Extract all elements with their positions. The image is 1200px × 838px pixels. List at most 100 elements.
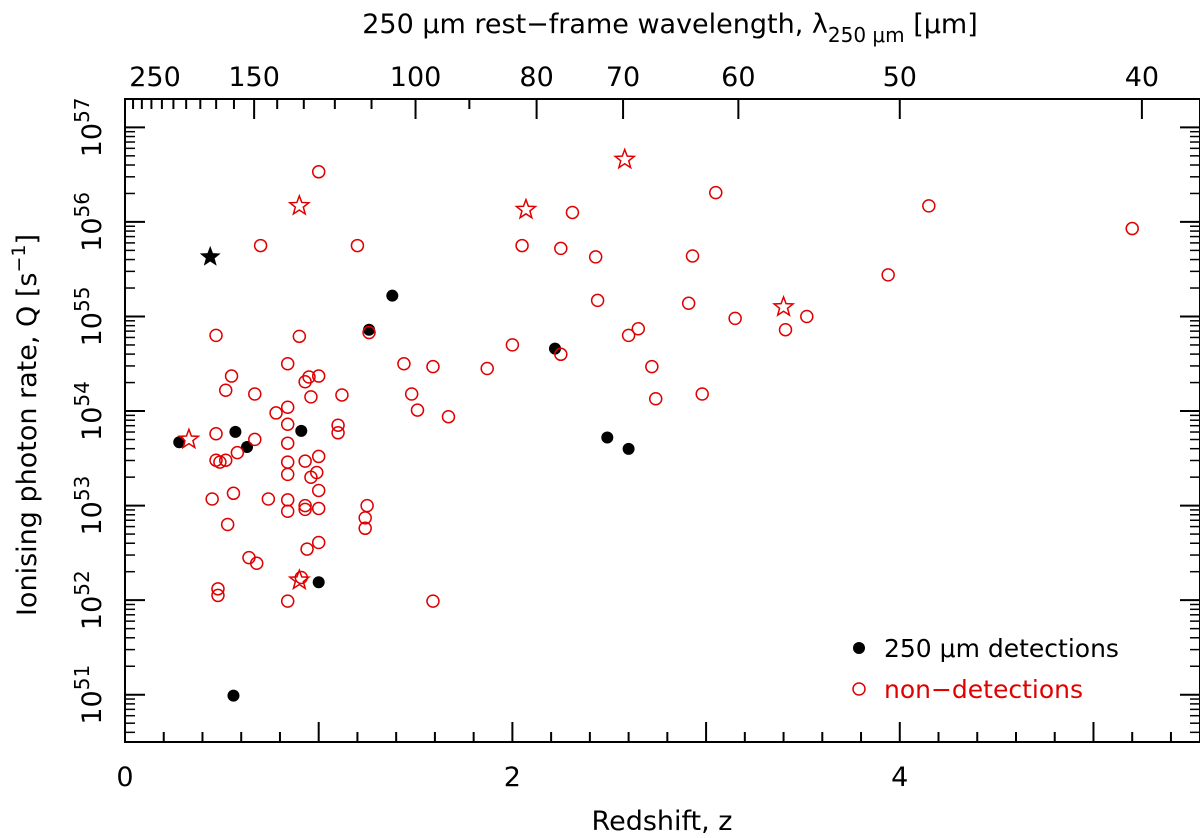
nondetection-point bbox=[280, 417, 295, 432]
nondetection-point bbox=[311, 449, 326, 464]
legend-detections-label: 250 μm detections bbox=[884, 634, 1119, 663]
detection-point bbox=[363, 323, 376, 336]
nondetection-point bbox=[209, 426, 223, 441]
top-axis-title-subscript: 250 μm bbox=[828, 23, 905, 47]
nondetection-point bbox=[350, 238, 365, 253]
nondetection-point bbox=[426, 359, 440, 374]
nondetection-point bbox=[213, 455, 227, 469]
top-tick-label: 50 bbox=[883, 62, 917, 93]
nondetection-point bbox=[304, 390, 318, 404]
nondetection-point bbox=[298, 454, 312, 468]
nondetection-point bbox=[280, 467, 295, 482]
top-tick-label: 250 bbox=[129, 62, 181, 93]
nondetection-point bbox=[300, 542, 314, 556]
top-tick-label: 40 bbox=[1125, 62, 1159, 93]
nondetection-point bbox=[331, 426, 345, 440]
nondetection-point bbox=[1125, 221, 1139, 236]
nondetection-point bbox=[685, 249, 700, 263]
nondetection-point bbox=[631, 322, 646, 336]
x-axis-title: Redshift, z bbox=[592, 806, 733, 837]
nondetection-point bbox=[480, 361, 494, 376]
nondetection-point bbox=[404, 387, 419, 401]
nondetection-star-point bbox=[177, 427, 201, 450]
detection-point bbox=[229, 425, 242, 438]
nondetection-point bbox=[224, 369, 239, 383]
nondetection-point bbox=[588, 250, 603, 264]
nondetection-point bbox=[311, 165, 326, 179]
nondetection-point bbox=[358, 521, 372, 536]
nondetection-point bbox=[331, 418, 345, 432]
nondetection-point bbox=[565, 205, 580, 220]
nondetection-star-point bbox=[514, 197, 538, 220]
nondetection-point bbox=[261, 492, 276, 506]
y-tick-label: 1053 bbox=[70, 476, 108, 536]
y-tick-label: 1051 bbox=[70, 665, 108, 725]
nondetection-point bbox=[211, 588, 225, 603]
nondetection-point bbox=[298, 498, 312, 513]
nondetection-point bbox=[280, 455, 295, 469]
nondetection-point bbox=[310, 465, 324, 480]
y-axis-title-superscript: −1 bbox=[8, 245, 30, 273]
nondetection-point bbox=[621, 328, 636, 343]
nondetection-point bbox=[397, 357, 411, 371]
nondetection-point bbox=[280, 357, 295, 371]
nondetection-point bbox=[249, 556, 264, 571]
nondetection-point bbox=[280, 400, 295, 415]
detection-point bbox=[386, 289, 399, 302]
nondetection-point bbox=[211, 582, 225, 596]
nondetection-point bbox=[269, 406, 283, 420]
nondetection-point bbox=[645, 359, 659, 374]
nondetection-point bbox=[362, 325, 376, 340]
y-tick-label: 1054 bbox=[70, 381, 108, 441]
nondetection-point bbox=[302, 370, 316, 384]
data-points bbox=[173, 147, 1139, 702]
nondetection-point bbox=[218, 453, 233, 467]
nondetection-point bbox=[311, 501, 326, 516]
top-tick-label: 60 bbox=[721, 62, 755, 93]
nondetection-star-point bbox=[772, 294, 796, 317]
nondetection-point bbox=[426, 594, 440, 608]
nondetection-star-point bbox=[287, 568, 311, 591]
legend-nondetections-label: non−detections bbox=[884, 675, 1083, 704]
nondetection-point bbox=[311, 535, 326, 550]
nondetection-point bbox=[280, 594, 295, 608]
nondetection-point bbox=[205, 492, 219, 506]
nondetection-point bbox=[410, 403, 425, 417]
nondetection-point bbox=[881, 268, 895, 282]
nondetection-point bbox=[253, 238, 268, 253]
nondetection-point bbox=[728, 311, 742, 326]
top-tick-label: 80 bbox=[519, 62, 553, 93]
nondetection-point bbox=[695, 387, 709, 401]
nondetection-point bbox=[292, 329, 307, 344]
nondetection-point bbox=[311, 483, 326, 498]
axes: 0 2 4 1051 1052 1053 1054 1055 1056 1057 250 150 100… bbox=[70, 62, 1200, 793]
y-axis-title: Ionising photon rate, Q [s−1] bbox=[8, 234, 43, 616]
x-tick-label: 0 bbox=[116, 762, 133, 793]
nondetection-point bbox=[515, 238, 529, 253]
detection-point bbox=[549, 342, 561, 355]
nondetection-point bbox=[209, 328, 223, 343]
x-tick-label: 2 bbox=[504, 762, 521, 793]
nondetection-point bbox=[590, 293, 605, 308]
nondetection-point bbox=[709, 185, 723, 200]
x-tick-label: 4 bbox=[891, 762, 908, 793]
nondetection-point bbox=[554, 347, 568, 362]
y-tick-label: 1052 bbox=[70, 570, 108, 630]
nondetection-point bbox=[248, 432, 262, 447]
top-tick-label: 100 bbox=[390, 62, 442, 93]
detection-point bbox=[601, 431, 614, 444]
nondetection-star-point bbox=[287, 193, 311, 216]
nondetection-point bbox=[778, 322, 793, 337]
nondetection-point bbox=[226, 486, 241, 501]
detection-point bbox=[295, 424, 308, 437]
nondetection-point bbox=[220, 517, 235, 532]
nondetection-point bbox=[681, 296, 696, 310]
nondetection-point bbox=[922, 199, 936, 213]
detection-point bbox=[227, 689, 240, 702]
nondetection-point bbox=[554, 241, 568, 256]
nondetection-point bbox=[280, 504, 295, 519]
nondetection-point bbox=[248, 387, 262, 401]
legend-nondetection-marker bbox=[852, 682, 866, 696]
detection-star-point bbox=[199, 245, 221, 266]
y-tick-label: 1055 bbox=[70, 287, 108, 347]
